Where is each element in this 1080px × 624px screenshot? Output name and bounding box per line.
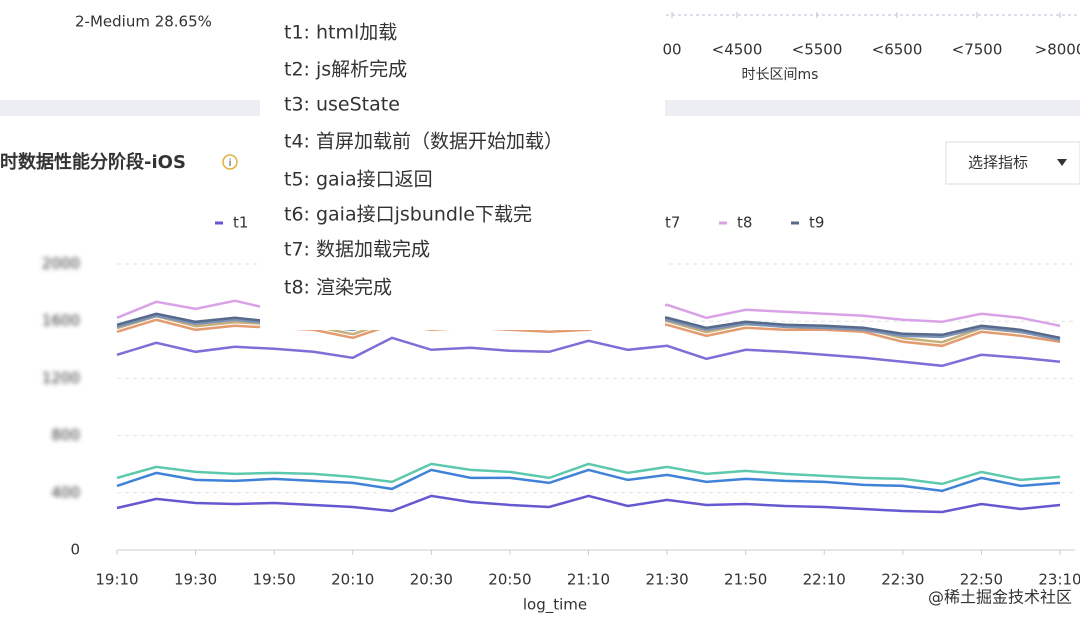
series-line: [116, 462, 1061, 486]
x-tick-label: 19:30: [174, 571, 217, 589]
x-tick-label: 22:30: [881, 571, 924, 589]
y-tick-label: 2000: [42, 255, 80, 273]
selector-label: 选择指标: [968, 154, 1028, 172]
tooltip-item: t1: html加载: [284, 22, 397, 44]
x-tick-label: 20:10: [331, 571, 374, 589]
series-line: [116, 494, 1061, 514]
histogram-bin-label: 00: [662, 41, 681, 59]
histogram-bin-label: <5500: [792, 41, 843, 59]
x-tick-label: 23:10: [1038, 571, 1080, 589]
histogram-legend: 2-Medium 28.65%: [75, 13, 212, 31]
x-tick-label: 22:10: [803, 571, 846, 589]
tooltip-item: t4: 首屏加载前（数据开始加载）: [284, 131, 563, 153]
x-tick-label: 21:30: [645, 571, 688, 589]
y-tick-label: 1200: [42, 369, 80, 387]
watermark: @稀土掘金技术社区: [928, 588, 1072, 607]
legend-label: t9: [809, 214, 824, 232]
tooltip-box: [260, 0, 665, 330]
histogram-bin-label: <4500: [712, 41, 763, 59]
x-tick-label: 19:10: [95, 571, 138, 589]
legend-label: t8: [737, 214, 752, 232]
tooltip-item: t7: 数据加载完成: [284, 239, 430, 261]
x-tick-label: 22:50: [960, 571, 1003, 589]
series-line: [116, 468, 1061, 493]
tooltip-item: t5: gaia接口返回: [284, 169, 433, 191]
tooltip-item: t8: 渲染完成: [284, 277, 392, 299]
histogram-x-label: 时长区间ms: [742, 67, 819, 83]
histogram-bin-label: >8000: [1035, 41, 1080, 59]
chart-title: 时数据性能分阶段-iOS: [0, 151, 186, 173]
tooltip-item: t2: js解析完成: [284, 59, 407, 81]
y-tick-label: 1600: [42, 312, 80, 330]
legend-label: t1: [233, 214, 248, 232]
y-tick-label: 0: [70, 541, 80, 559]
y-tick-label: 400: [51, 483, 80, 501]
x-tick-label: 21:50: [724, 571, 767, 589]
x-tick-label: 20:50: [488, 571, 531, 589]
tooltip-item: t6: gaia接口jsbundle下载完: [284, 204, 532, 226]
x-tick-label: 21:10: [567, 571, 610, 589]
info-icon-glyph: i: [229, 158, 232, 169]
histogram-bin-label: <6500: [872, 41, 923, 59]
dropdown-arrow: [1057, 159, 1067, 166]
selector[interactable]: [945, 141, 1080, 185]
info-icon[interactable]: [222, 154, 238, 170]
y-tick-label: 800: [51, 426, 80, 444]
legend-label: t7: [665, 214, 680, 232]
tooltip: t1: html加载 t2: js解析完成 t3: useState t4: 首屏加载…: [260, 0, 665, 330]
x-tick-label: 19:50: [253, 571, 296, 589]
series-line: [116, 336, 1061, 368]
tooltip-item: t3: useState: [284, 94, 400, 116]
x-axis-label: log_time: [523, 596, 587, 615]
x-tick-label: 20:30: [410, 571, 453, 589]
histogram-bin-label: <7500: [952, 41, 1003, 59]
